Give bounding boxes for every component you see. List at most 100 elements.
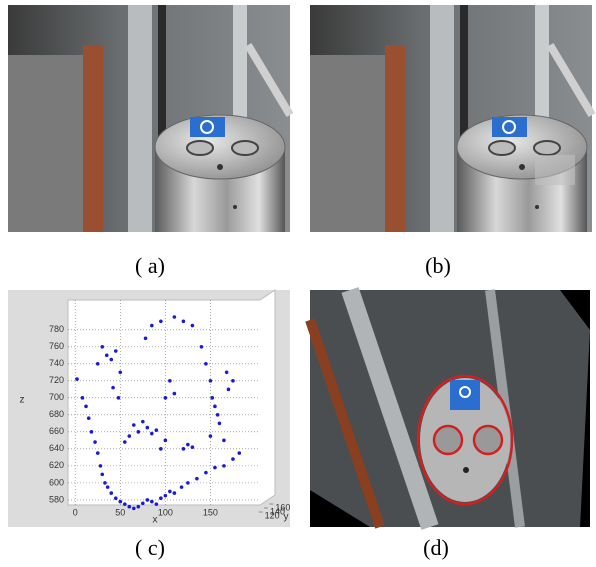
point [75, 377, 79, 381]
point [216, 413, 220, 417]
point [105, 353, 109, 357]
point [93, 440, 97, 444]
z-tick-label: 760 [49, 341, 64, 351]
point [132, 507, 136, 511]
z-tick-label: 700 [49, 392, 64, 402]
x-tick-label: 0 [73, 507, 78, 517]
z-tick-label: 580 [49, 494, 64, 504]
point [114, 349, 118, 353]
caption: (b) [425, 253, 451, 278]
point [150, 324, 154, 328]
point [137, 430, 141, 434]
photo-d [310, 290, 590, 527]
z-tick-label: 740 [49, 358, 64, 368]
caption: ( a) [135, 253, 165, 278]
point [173, 491, 177, 495]
point [117, 396, 121, 400]
point [127, 434, 131, 438]
z-tick-label: 660 [49, 426, 64, 436]
point [114, 496, 118, 500]
point [144, 336, 148, 340]
point [99, 464, 103, 468]
point [111, 386, 115, 390]
point [213, 405, 217, 409]
point [173, 392, 177, 396]
point [141, 501, 145, 505]
point [84, 405, 88, 409]
point [209, 434, 213, 438]
point [213, 466, 217, 470]
point [164, 396, 168, 400]
point [150, 432, 154, 436]
point [141, 420, 145, 424]
caption: ( c) [135, 535, 165, 560]
point [87, 416, 91, 420]
point [222, 464, 226, 468]
point [210, 396, 214, 400]
point [186, 443, 190, 447]
point [109, 358, 113, 362]
point [225, 371, 229, 375]
caption: (d) [423, 535, 449, 560]
point [182, 319, 186, 323]
point [127, 505, 131, 509]
point [103, 481, 107, 485]
point [123, 502, 127, 506]
z-tick-label: 720 [49, 375, 64, 385]
point [137, 505, 141, 509]
figure: x z y ( a) (b) ( c) (d) 5806006206406606… [0, 0, 596, 567]
z-tick-label: 600 [49, 477, 64, 487]
point [164, 494, 168, 498]
point [227, 388, 231, 392]
point [146, 426, 150, 430]
x-tick-label: 100 [158, 507, 173, 517]
x-axis-label: x [153, 515, 158, 526]
x-tick-label: 150 [203, 507, 218, 517]
point [218, 422, 222, 426]
point [100, 345, 104, 349]
point [150, 500, 154, 504]
point [164, 439, 168, 443]
photo-b [310, 5, 592, 232]
point [100, 473, 104, 477]
point [195, 477, 199, 481]
point [159, 319, 163, 323]
z-tick-label: 780 [49, 324, 64, 334]
point [191, 324, 195, 328]
point [155, 502, 159, 506]
point [186, 481, 190, 485]
point [168, 490, 172, 494]
z-tick-label: 640 [49, 443, 64, 453]
point [118, 371, 122, 375]
z-tick-label: 620 [49, 460, 64, 470]
point [222, 439, 226, 443]
point [118, 500, 122, 504]
point [90, 430, 94, 434]
point [231, 457, 235, 461]
point [204, 362, 208, 366]
point [109, 491, 113, 495]
photo-a [8, 5, 290, 232]
y-tick-label: 160 [275, 502, 290, 512]
point [182, 447, 186, 451]
point [96, 362, 100, 366]
point [146, 498, 150, 502]
point [200, 345, 204, 349]
point [231, 379, 235, 383]
point [191, 445, 195, 449]
point [180, 485, 184, 489]
point [81, 396, 85, 400]
point [168, 379, 172, 383]
point [123, 440, 127, 444]
point [159, 447, 163, 451]
point [204, 471, 208, 475]
point [106, 485, 110, 489]
point [209, 379, 213, 383]
point [237, 451, 241, 455]
point [173, 315, 177, 319]
z-axis-label: z [20, 395, 25, 406]
point [132, 423, 136, 427]
point [155, 428, 159, 432]
x-tick-label: 50 [115, 507, 125, 517]
point [159, 496, 163, 500]
